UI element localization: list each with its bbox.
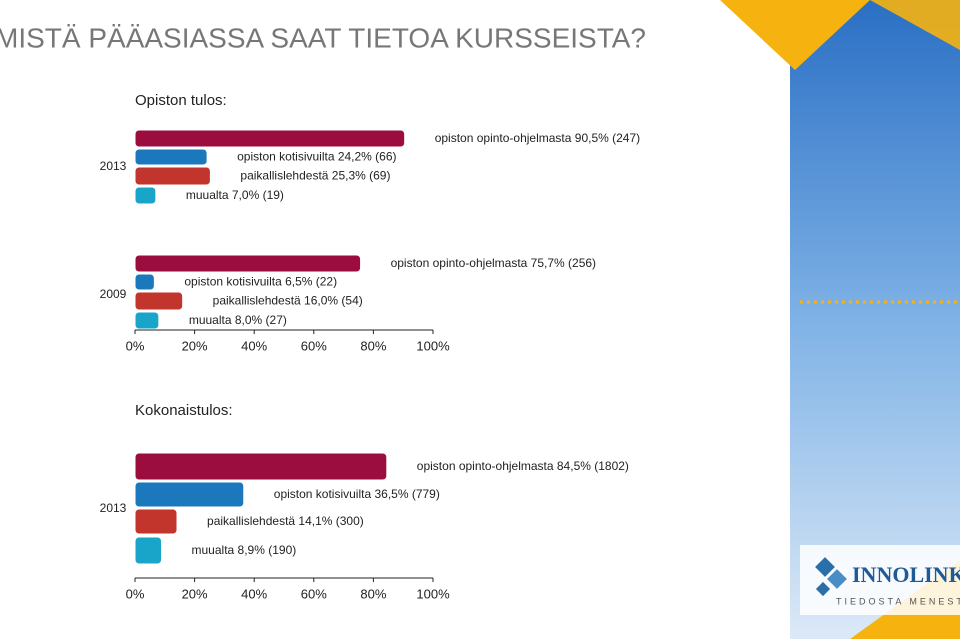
- bar: [134, 166, 211, 186]
- value-label: opiston opinto-ohjelmasta 75,7% (256): [391, 256, 596, 270]
- category-label: 2013: [100, 501, 127, 515]
- chart-subtitle: Opiston tulos:: [135, 92, 227, 109]
- x-tick-label: 60%: [301, 586, 327, 601]
- value-label: muualta 7,0% (19): [186, 188, 284, 202]
- logo-icon: [815, 557, 847, 597]
- x-tick-label: 40%: [241, 338, 267, 353]
- x-tick-label: 100%: [416, 338, 450, 353]
- logo-name: INNOLINK: [852, 562, 960, 587]
- x-tick-label: 0%: [126, 586, 145, 601]
- category-label: 2013: [100, 159, 127, 173]
- value-label: opiston opinto-ohjelmasta 84,5% (1802): [417, 459, 629, 473]
- logo-tagline: TIEDOSTA MENESTYS: [836, 596, 960, 606]
- x-tick-label: 100%: [416, 586, 450, 601]
- value-label: muualta 8,9% (190): [192, 543, 297, 557]
- chart-subtitle: Kokonaistulos:: [135, 402, 233, 419]
- bar: [134, 508, 178, 535]
- value-label: muualta 8,0% (27): [189, 313, 287, 327]
- category-label: 2009: [100, 287, 127, 301]
- value-label: opiston kotisivuilta 6,5% (22): [184, 275, 337, 289]
- x-tick-label: 80%: [360, 338, 386, 353]
- bar: [134, 186, 157, 205]
- bar: [134, 148, 208, 166]
- x-tick-label: 40%: [241, 586, 267, 601]
- value-label: paikallislehdestä 25,3% (69): [240, 169, 390, 183]
- x-tick-label: 20%: [182, 586, 208, 601]
- bar: [134, 273, 155, 291]
- bar: [134, 481, 245, 508]
- x-tick-label: 80%: [360, 586, 386, 601]
- x-tick-label: 60%: [301, 338, 327, 353]
- orange-triangle: [870, 0, 960, 50]
- value-label: paikallislehdestä 14,1% (300): [207, 514, 364, 528]
- value-label: opiston opinto-ohjelmasta 90,5% (247): [435, 131, 640, 145]
- logo-box: [800, 545, 960, 615]
- sky-panel: [790, 0, 960, 639]
- x-tick-label: 0%: [126, 338, 145, 353]
- value-label: paikallislehdestä 16,0% (54): [213, 294, 363, 308]
- value-label: opiston kotisivuilta 36,5% (779): [274, 487, 440, 501]
- slide-title: MISTÄ PÄÄASIASSA SAAT TIETOA KURSSEISTA?: [0, 22, 646, 53]
- bar: [134, 254, 362, 273]
- bar: [134, 311, 160, 330]
- bar: [134, 129, 406, 148]
- bar: [134, 536, 163, 565]
- bar: [134, 291, 184, 311]
- value-label: opiston kotisivuilta 24,2% (66): [237, 150, 396, 164]
- bar: [134, 452, 388, 481]
- x-tick-label: 20%: [182, 338, 208, 353]
- orange-triangle: [720, 0, 870, 70]
